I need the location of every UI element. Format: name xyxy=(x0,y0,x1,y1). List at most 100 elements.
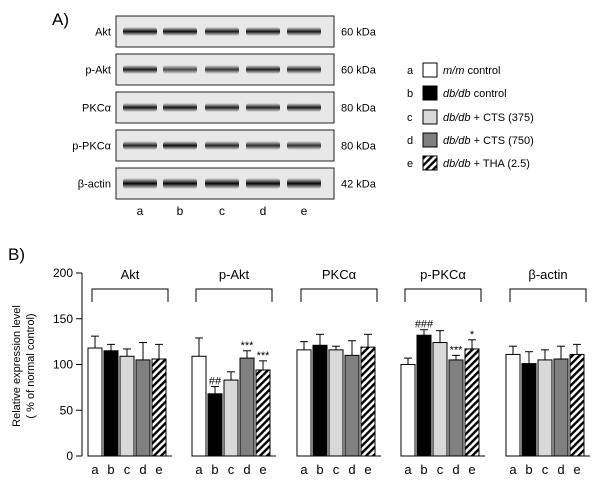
blot-band xyxy=(123,27,157,36)
group-bracket xyxy=(300,288,378,302)
bar xyxy=(569,353,585,457)
blot-band xyxy=(246,178,280,189)
bar xyxy=(103,350,119,457)
blot-band xyxy=(287,27,321,36)
bar xyxy=(360,346,376,457)
legend-swatch xyxy=(422,132,438,148)
x-tick-label: a xyxy=(300,462,308,477)
x-tick-label: b xyxy=(420,462,427,477)
y-tick-label: 100 xyxy=(53,358,73,372)
group-title: Akt xyxy=(121,267,140,282)
legend-label-rest: control xyxy=(471,88,507,100)
legend-label-rest: control xyxy=(464,65,500,77)
blot-band xyxy=(205,178,239,189)
y-axis-label: Relative expression level xyxy=(11,305,23,427)
bar xyxy=(255,369,271,457)
x-tick-label: e xyxy=(364,462,371,477)
bar xyxy=(296,349,312,457)
x-tick-label: d xyxy=(348,462,355,477)
bar-chart: Relative expression level ( % of normal … xyxy=(11,266,590,477)
x-tick-label: a xyxy=(509,462,517,477)
x-tick-label: c xyxy=(333,462,340,477)
x-tick-label: a xyxy=(404,462,412,477)
bar xyxy=(119,355,135,457)
legend-label-italic: db/db xyxy=(443,88,471,100)
blot-kda-label: 80 kDa xyxy=(341,141,377,153)
blot-band xyxy=(163,27,197,36)
bar xyxy=(207,393,223,457)
blot-band xyxy=(205,65,239,74)
group-bracket xyxy=(195,288,273,302)
significance-mark: ### xyxy=(415,319,434,331)
legend-swatch xyxy=(422,85,438,101)
x-tick-label: d xyxy=(452,462,459,477)
legend-label-rest: + CTS (375) xyxy=(471,112,534,124)
bar-group: p-PKCα a ### b c *** d * e xyxy=(400,267,485,477)
bar xyxy=(239,357,255,457)
blot-band xyxy=(287,65,321,74)
group-title: β-actin xyxy=(528,267,567,282)
blot-band xyxy=(246,103,280,112)
bar xyxy=(135,359,151,457)
legend-label-italic: db/db xyxy=(443,112,471,124)
y-tick-label: 0 xyxy=(66,449,73,463)
lane-label: c xyxy=(219,204,225,218)
x-tick-label: c xyxy=(228,462,235,477)
legend-key: e xyxy=(407,158,413,170)
legend: a m/m control b db/db control c db/db + CTS (… xyxy=(407,62,534,171)
x-tick-label: d xyxy=(139,462,146,477)
blot-kda-label: 60 kDa xyxy=(341,65,377,77)
blot-band xyxy=(163,178,197,189)
legend-label: db/db + THA (2.5) xyxy=(443,158,530,170)
x-tick-label: c xyxy=(542,462,549,477)
bar xyxy=(151,358,167,457)
bar-group: p-Akt a ## b c *** d *** e xyxy=(191,267,276,477)
blot-band xyxy=(205,141,239,150)
bar xyxy=(464,348,480,457)
significance-mark: ## xyxy=(209,375,222,387)
blot-band xyxy=(123,103,157,112)
blot-band xyxy=(163,103,197,112)
significance-mark: * xyxy=(470,329,475,341)
bar xyxy=(312,344,328,457)
x-tick-label: e xyxy=(468,462,475,477)
legend-swatch xyxy=(422,155,438,171)
panel-a-label: A) xyxy=(52,10,69,29)
group-title: p-PKCα xyxy=(420,267,466,282)
western-blots: Akt 60 kDa p-Akt 60 kDa PKCα 80 kDa p-PKCα 80 k… xyxy=(72,15,377,200)
legend-label-rest: + THA (2.5) xyxy=(471,158,530,170)
lane-label: d xyxy=(260,204,267,218)
bar xyxy=(537,359,553,457)
blot-band xyxy=(123,141,157,150)
lane-label: e xyxy=(301,204,308,218)
bar xyxy=(432,342,448,457)
y-tick-label: 150 xyxy=(53,312,73,326)
lane-label: a xyxy=(137,204,144,218)
legend-swatch xyxy=(422,109,438,125)
significance-mark: *** xyxy=(241,340,255,352)
legend-label-italic: db/db xyxy=(443,135,471,147)
x-tick-label: c xyxy=(124,462,131,477)
blot-band xyxy=(246,141,280,150)
x-tick-label: e xyxy=(259,462,266,477)
bar xyxy=(87,347,103,457)
bar xyxy=(328,349,344,457)
panel-b-label: B) xyxy=(8,245,25,264)
y-axis: 0 50 100 150 200 xyxy=(53,266,83,463)
y-tick-label: 50 xyxy=(60,403,74,417)
x-tick-label: b xyxy=(107,462,114,477)
blot-band xyxy=(163,65,197,74)
bar-group: Akt a b c d e xyxy=(87,267,172,477)
blot-protein-label: p-Akt xyxy=(85,65,111,77)
blot-band xyxy=(287,141,321,150)
blot-band xyxy=(123,65,157,74)
x-tick-label: b xyxy=(211,462,218,477)
bar xyxy=(448,359,464,457)
blot-band xyxy=(287,178,321,189)
legend-label-italic: m/m xyxy=(443,65,464,77)
x-tick-label: d xyxy=(243,462,250,477)
lane-labels: a b c d e xyxy=(137,204,308,218)
bar xyxy=(223,379,239,457)
bar xyxy=(416,334,432,457)
